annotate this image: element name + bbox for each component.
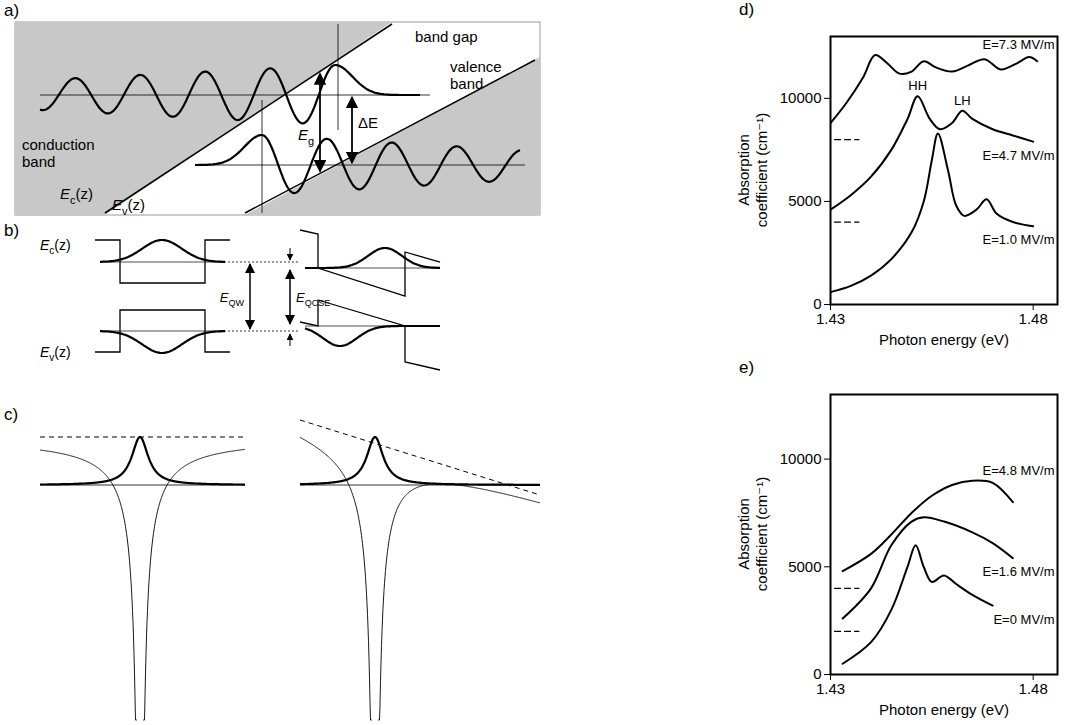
html-text:e): e) [739,358,755,377]
svg-text:band: band [450,75,483,92]
svg-text:1.48: 1.48 [1019,680,1048,697]
svg-text:1.48: 1.48 [1019,310,1048,327]
svg-text:conduction: conduction [22,136,95,153]
svg-text:Ec(z): Ec(z) [40,237,71,256]
svg-text:E=1.0 MV/m: E=1.0 MV/m [983,232,1055,247]
svg-text:E=4.8 MV/m: E=4.8 MV/m [983,463,1055,478]
svg-text:Absorption: Absorption [735,498,752,570]
svg-text:1.43: 1.43 [816,680,845,697]
svg-text:Eg: Eg [298,126,314,147]
svg-text:EQCSE: EQCSE [296,290,330,308]
svg-text:c): c) [4,405,18,424]
svg-text:band: band [22,153,55,170]
svg-text:0: 0 [813,665,822,683]
svg-text:E=7.3 MV/m: E=7.3 MV/m [983,37,1055,52]
svg-text:b): b) [4,221,19,240]
svg-text:E=4.7 MV/m: E=4.7 MV/m [983,148,1055,163]
svg-text:Absorption: Absorption [735,134,752,206]
svg-text:EQW: EQW [220,290,245,308]
svg-text:5000: 5000 [788,558,821,575]
svg-text:Photon energy (eV): Photon energy (eV) [879,331,1009,348]
svg-text:E=0 MV/m: E=0 MV/m [993,612,1054,627]
svg-text:HH: HH [908,78,927,93]
svg-text:LH: LH [954,93,971,108]
svg-text:ΔE: ΔE [358,114,378,131]
svg-text:a): a) [4,1,19,20]
svg-text:10000: 10000 [780,89,822,106]
svg-text:E=1.6 MV/m: E=1.6 MV/m [983,564,1055,579]
svg-text:coefficient (cm⁻¹): coefficient (cm⁻¹) [753,113,770,227]
svg-text:0: 0 [813,295,822,313]
svg-text:coefficient (cm⁻¹): coefficient (cm⁻¹) [753,477,770,591]
svg-text:10000: 10000 [780,450,822,467]
svg-text:valence: valence [450,58,502,75]
svg-text:1.43: 1.43 [816,310,845,327]
svg-text:Ev(z): Ev(z) [40,344,71,363]
svg-text:band gap: band gap [415,28,478,45]
html-text:d): d) [739,0,755,19]
svg-text:Ev(z): Ev(z) [112,196,145,217]
svg-text:Ec(z): Ec(z) [60,185,93,206]
svg-text:5000: 5000 [788,192,821,209]
svg-text:Photon energy (eV): Photon energy (eV) [879,701,1009,718]
